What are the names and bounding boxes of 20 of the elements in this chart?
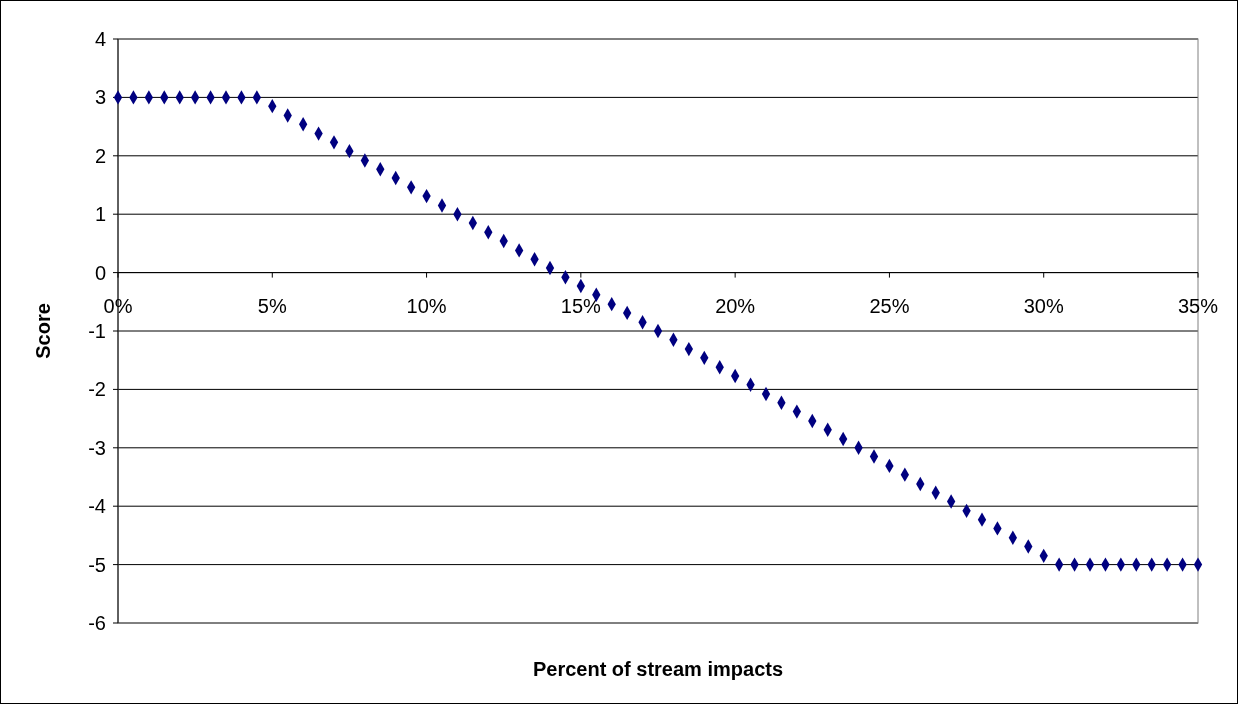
x-tick-label: 20%: [715, 294, 756, 317]
y-tick-label: -1: [88, 320, 106, 342]
x-tick-label: 5%: [257, 294, 287, 317]
x-tick-label: 25%: [869, 294, 910, 317]
x-tick-label: 10%: [406, 294, 447, 317]
y-tick-label: 2: [94, 144, 106, 167]
x-axis-title: Percent of stream impacts: [532, 658, 784, 680]
y-axis-title: Score: [32, 303, 54, 359]
y-tick-label: -5: [88, 553, 106, 576]
x-tick-label: 30%: [1023, 294, 1064, 317]
y-tick-label: -2: [88, 378, 106, 401]
x-tick-label: 35%: [1177, 294, 1219, 317]
y-tick-label: 0: [94, 261, 106, 284]
y-tick-label: 1: [94, 203, 106, 226]
y-tick-label: -3: [88, 436, 106, 459]
y-tick-label: -6: [88, 612, 106, 634]
x-tick-label: 15%: [560, 294, 602, 317]
y-tick-label: -4: [88, 495, 106, 518]
y-tick-label: 3: [94, 86, 106, 109]
y-tick-label: 4: [94, 28, 106, 50]
